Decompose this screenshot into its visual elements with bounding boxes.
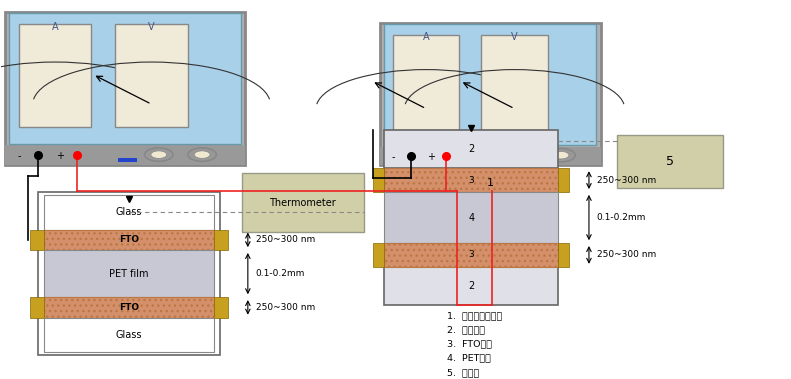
- Text: 2: 2: [468, 144, 475, 154]
- Text: 1: 1: [486, 178, 494, 188]
- FancyBboxPatch shape: [241, 173, 364, 232]
- Circle shape: [195, 151, 210, 158]
- FancyBboxPatch shape: [115, 25, 187, 127]
- FancyBboxPatch shape: [558, 168, 570, 192]
- FancyBboxPatch shape: [380, 23, 601, 165]
- FancyBboxPatch shape: [384, 168, 558, 192]
- Text: A: A: [423, 32, 430, 42]
- FancyBboxPatch shape: [214, 297, 228, 318]
- Text: 4.  PET필름: 4. PET필름: [447, 354, 490, 363]
- Text: 0.1-0.2mm: 0.1-0.2mm: [597, 213, 646, 222]
- Text: Glass: Glass: [115, 330, 142, 340]
- Text: V: V: [148, 22, 155, 32]
- FancyBboxPatch shape: [30, 230, 44, 250]
- FancyBboxPatch shape: [44, 250, 214, 297]
- FancyBboxPatch shape: [44, 195, 214, 230]
- Text: 250~300 nm: 250~300 nm: [255, 303, 315, 312]
- FancyBboxPatch shape: [384, 24, 596, 145]
- FancyBboxPatch shape: [30, 297, 44, 318]
- Text: 1.  가변직류전압계: 1. 가변직류전압계: [447, 311, 502, 320]
- Text: 250~300 nm: 250~300 nm: [255, 235, 315, 244]
- FancyBboxPatch shape: [384, 267, 558, 305]
- Text: V: V: [511, 32, 518, 42]
- Text: 250~300 nm: 250~300 nm: [597, 175, 656, 185]
- Text: +: +: [56, 151, 64, 161]
- Text: Glass: Glass: [115, 207, 142, 218]
- FancyBboxPatch shape: [483, 158, 501, 162]
- Text: 2.  유리덮개: 2. 유리덮개: [447, 325, 485, 334]
- FancyBboxPatch shape: [373, 243, 384, 267]
- FancyBboxPatch shape: [384, 243, 558, 267]
- Text: 5.  온도계: 5. 온도계: [447, 368, 479, 377]
- Text: 2: 2: [468, 281, 475, 291]
- Circle shape: [151, 151, 167, 158]
- FancyBboxPatch shape: [44, 230, 214, 250]
- Circle shape: [513, 152, 529, 159]
- FancyBboxPatch shape: [214, 230, 228, 250]
- FancyBboxPatch shape: [9, 13, 240, 144]
- Text: 5: 5: [666, 155, 674, 168]
- FancyBboxPatch shape: [384, 130, 558, 168]
- Text: FTO: FTO: [119, 235, 139, 244]
- Text: PET film: PET film: [109, 269, 149, 279]
- Text: FTO: FTO: [119, 303, 139, 312]
- FancyBboxPatch shape: [617, 135, 723, 188]
- Text: A: A: [52, 22, 59, 32]
- FancyBboxPatch shape: [380, 147, 601, 165]
- Text: 250~300 nm: 250~300 nm: [597, 251, 656, 260]
- Text: 4: 4: [468, 213, 475, 222]
- FancyBboxPatch shape: [558, 243, 570, 267]
- FancyBboxPatch shape: [44, 318, 214, 352]
- FancyBboxPatch shape: [384, 192, 558, 243]
- FancyBboxPatch shape: [118, 158, 137, 162]
- Text: +: +: [426, 152, 434, 162]
- FancyBboxPatch shape: [373, 168, 384, 192]
- Text: -: -: [17, 151, 21, 161]
- FancyBboxPatch shape: [482, 35, 547, 130]
- Circle shape: [553, 152, 569, 159]
- Text: Thermometer: Thermometer: [270, 197, 336, 208]
- Text: 0.1-0.2mm: 0.1-0.2mm: [255, 269, 305, 278]
- Text: 3.  FTO박막: 3. FTO박막: [447, 340, 492, 348]
- FancyBboxPatch shape: [44, 297, 214, 318]
- Text: -: -: [392, 152, 395, 162]
- FancyBboxPatch shape: [393, 35, 460, 130]
- Text: 3: 3: [468, 251, 474, 260]
- FancyBboxPatch shape: [19, 25, 91, 127]
- FancyBboxPatch shape: [5, 12, 245, 165]
- Text: 3: 3: [468, 175, 474, 185]
- FancyBboxPatch shape: [5, 145, 245, 165]
